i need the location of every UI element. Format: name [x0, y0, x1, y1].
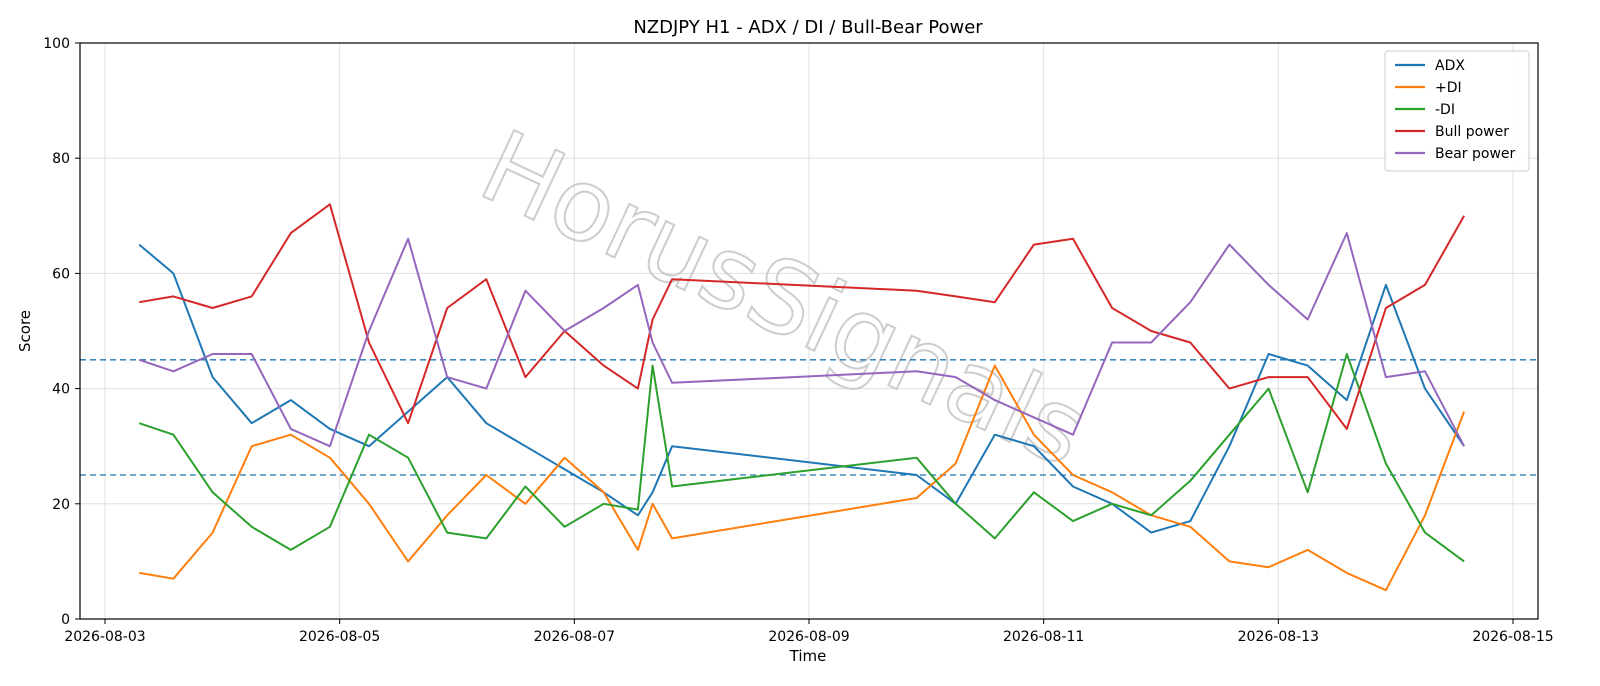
- x-tick-label: 2026-08-07: [534, 629, 615, 645]
- y-axis-ticks: 0 20 40 60 80 100: [43, 36, 80, 628]
- y-tick-label: 20: [52, 497, 70, 513]
- x-axis-label: Time: [789, 647, 827, 665]
- legend-label: +DI: [1435, 80, 1462, 96]
- y-tick-label: 0: [61, 612, 70, 628]
- legend-label: Bear power: [1435, 146, 1516, 162]
- watermark-text: HorusSignals: [464, 108, 1105, 490]
- y-axis-label: Score: [16, 310, 34, 352]
- legend-box: [1384, 50, 1530, 172]
- series-line-bull-power: [139, 203, 1465, 430]
- x-tick-label: 2026-08-11: [1003, 629, 1084, 645]
- x-tick-label: 2026-08-13: [1238, 629, 1319, 645]
- series-line-bear-power: [138, 232, 1465, 448]
- x-tick-label: 2026-08-03: [64, 629, 145, 645]
- x-axis-ticks: 2026-08-03 2026-08-05 2026-08-07 2026-08-09…: [64, 619, 1554, 645]
- watermark: HorusSignals: [463, 107, 1106, 491]
- legend: ADX +DI -DI Bull power Bear power: [1384, 50, 1530, 172]
- series-lines: [138, 203, 1466, 592]
- series-line--di: [139, 364, 1466, 592]
- y-tick-label: 80: [52, 151, 70, 167]
- reference-lines: [80, 359, 1538, 476]
- y-tick-label: 100: [43, 36, 70, 52]
- x-tick-label: 2026-08-09: [768, 629, 849, 645]
- legend-label: ADX: [1435, 58, 1465, 74]
- series-line--di: [138, 353, 1465, 563]
- legend-label: Bull power: [1435, 124, 1509, 140]
- series-line-adx: [138, 243, 1465, 534]
- chart-title: NZDJPY H1 - ADX / DI / Bull-Bear Power: [633, 17, 983, 38]
- y-tick-label: 40: [52, 382, 70, 398]
- x-tick-label: 2026-08-05: [299, 629, 380, 645]
- y-tick-label: 60: [52, 266, 70, 282]
- legend-label: -DI: [1435, 102, 1455, 118]
- x-tick-label: 2026-08-15: [1472, 629, 1553, 645]
